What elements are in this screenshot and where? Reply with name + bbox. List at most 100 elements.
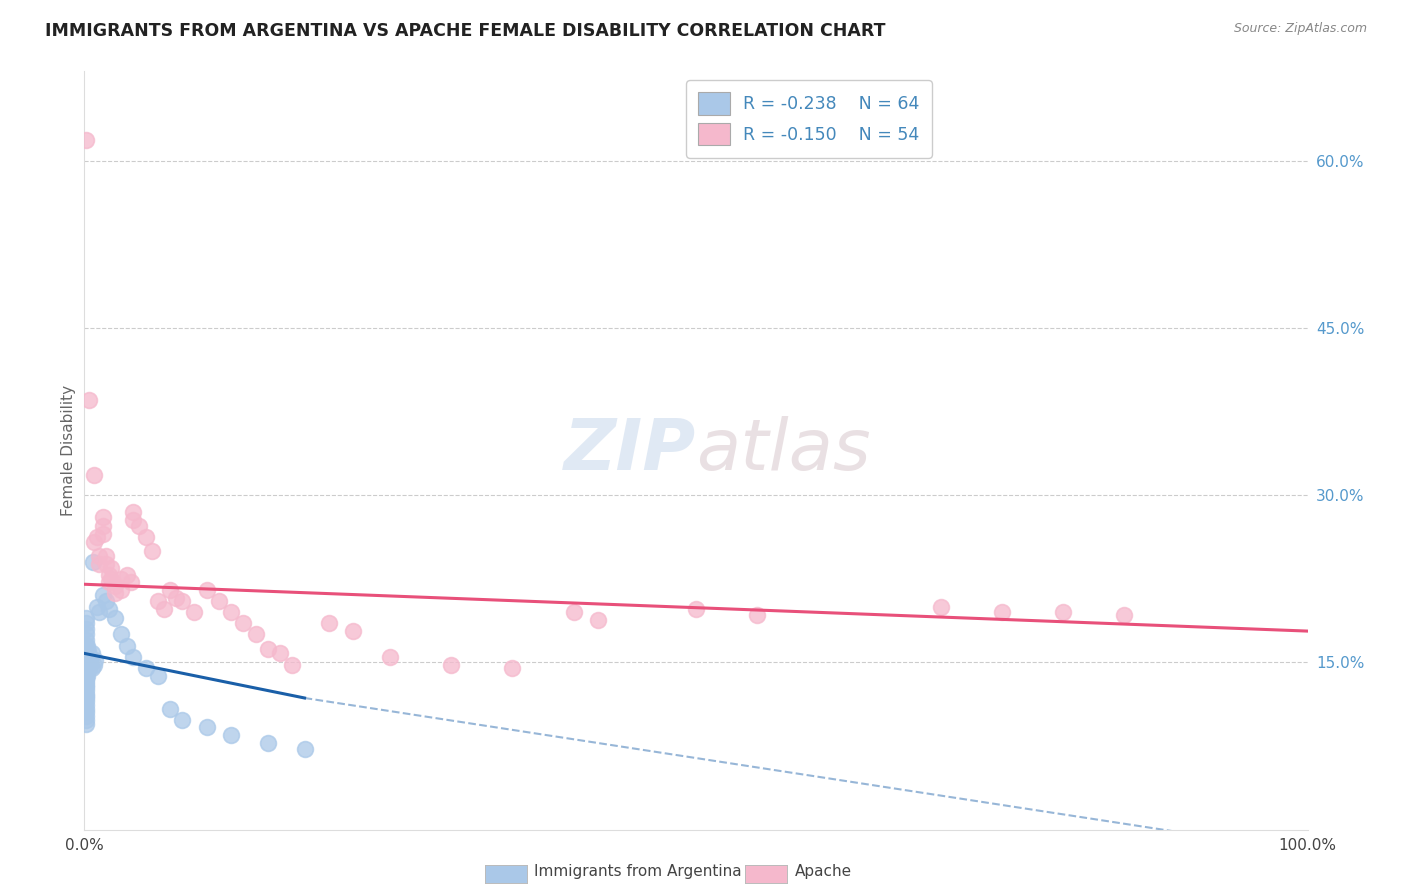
Point: [75, 694, 97, 708]
Point: [91, 519, 114, 533]
Point: [104, 586, 127, 600]
Text: IMMIGRANTS FROM ARGENTINA VS APACHE FEMALE DISABILITY CORRELATION CHART: IMMIGRANTS FROM ARGENTINA VS APACHE FEMA…: [45, 22, 886, 40]
Y-axis label: Female Disability: Female Disability: [60, 384, 76, 516]
Point: [195, 720, 218, 734]
Point: [77, 649, 100, 664]
Point: [562, 605, 585, 619]
Point: [91, 527, 114, 541]
Point: [87, 557, 110, 572]
Point: [75, 644, 97, 658]
Point: [195, 582, 218, 597]
Point: [76, 639, 98, 653]
Point: [219, 728, 242, 742]
Point: [83, 468, 105, 483]
Point: [208, 594, 231, 608]
Point: [75, 611, 97, 625]
Point: [97, 575, 120, 590]
Point: [77, 661, 100, 675]
Point: [75, 678, 97, 692]
Point: [75, 622, 97, 636]
Point: [146, 594, 169, 608]
Point: [115, 568, 138, 582]
Point: [122, 505, 145, 519]
Point: [80, 646, 103, 660]
Point: [294, 742, 316, 756]
Point: [122, 512, 145, 526]
Point: [75, 665, 97, 679]
Point: [87, 605, 110, 619]
Point: [96, 594, 118, 608]
Point: [75, 680, 97, 694]
Point: [75, 672, 97, 686]
Point: [318, 616, 340, 631]
Point: [91, 510, 114, 524]
Point: [75, 706, 97, 720]
Point: [83, 657, 105, 672]
Point: [75, 708, 97, 723]
Point: [75, 675, 97, 690]
Point: [104, 611, 127, 625]
Point: [97, 602, 120, 616]
Text: atlas: atlas: [696, 416, 870, 485]
Point: [380, 649, 402, 664]
Point: [440, 657, 463, 672]
Point: [135, 661, 157, 675]
Point: [245, 627, 267, 641]
Point: [183, 605, 205, 619]
Point: [100, 572, 122, 586]
Point: [75, 627, 97, 641]
Point: [75, 655, 97, 669]
Point: [135, 530, 157, 544]
Point: [122, 649, 145, 664]
Point: [76, 669, 98, 683]
Point: [747, 608, 769, 623]
Point: [76, 646, 98, 660]
Point: [104, 580, 127, 594]
Point: [153, 602, 176, 616]
Point: [146, 669, 169, 683]
Point: [219, 605, 242, 619]
Point: [172, 594, 194, 608]
Point: [75, 616, 97, 631]
Point: [1052, 605, 1074, 619]
Point: [165, 591, 187, 605]
Point: [232, 616, 254, 631]
Point: [77, 649, 100, 664]
Text: Apache: Apache: [794, 864, 852, 879]
Point: [77, 655, 100, 669]
Text: Source: ZipAtlas.com: Source: ZipAtlas.com: [1233, 22, 1367, 36]
Point: [80, 661, 103, 675]
Point: [91, 589, 114, 603]
Point: [269, 646, 291, 660]
Point: [76, 657, 98, 672]
Point: [75, 649, 97, 664]
Point: [75, 702, 97, 716]
Point: [83, 535, 105, 549]
Point: [75, 661, 97, 675]
Point: [75, 134, 97, 148]
Point: [75, 714, 97, 728]
Text: Immigrants from Argentina: Immigrants from Argentina: [534, 864, 742, 879]
Point: [110, 572, 132, 586]
Point: [75, 683, 97, 698]
Point: [75, 639, 97, 653]
Point: [75, 691, 97, 706]
Point: [79, 653, 101, 667]
Point: [115, 639, 138, 653]
Point: [257, 642, 280, 657]
Point: [77, 644, 100, 658]
Point: [172, 714, 194, 728]
Point: [77, 657, 100, 672]
Point: [342, 624, 364, 639]
Point: [128, 519, 150, 533]
Point: [76, 653, 98, 667]
Point: [77, 393, 100, 408]
Point: [75, 687, 97, 701]
Point: [84, 653, 107, 667]
Point: [685, 602, 707, 616]
Point: [120, 575, 142, 590]
Point: [76, 665, 98, 679]
Point: [110, 582, 132, 597]
Point: [96, 549, 118, 564]
Point: [100, 560, 122, 574]
